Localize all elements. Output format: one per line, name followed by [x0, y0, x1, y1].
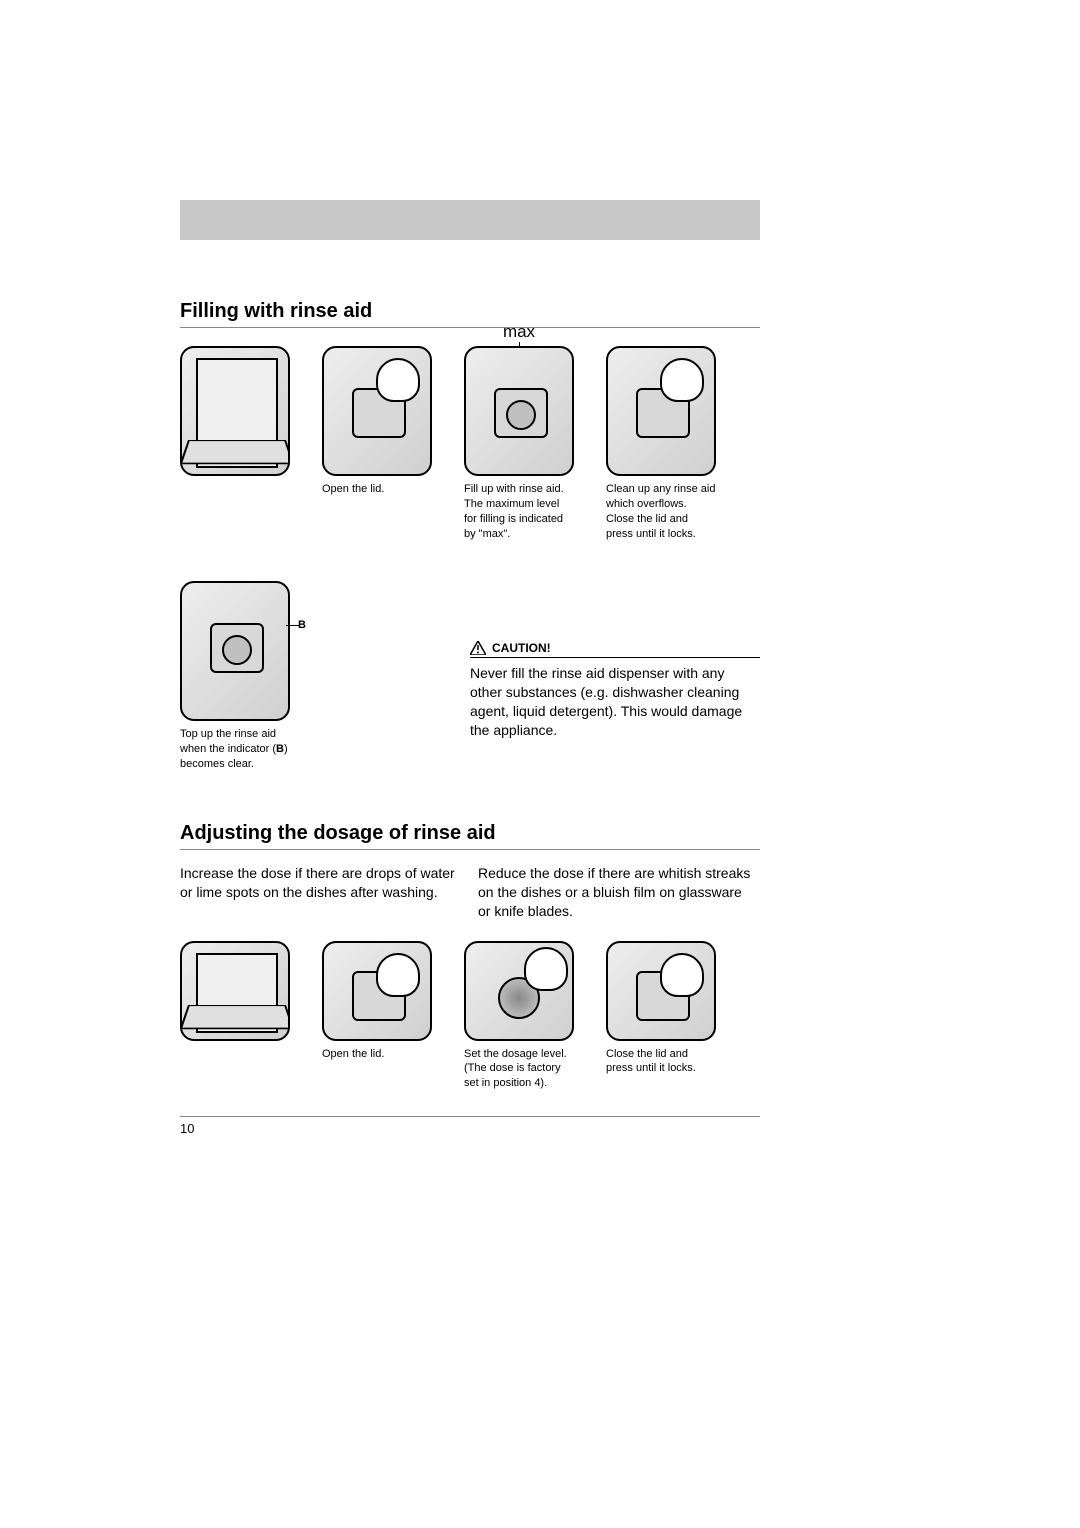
step2: Open the lid. — [322, 346, 432, 541]
step3-caption: Fill up with rinse aid. The maximum leve… — [464, 482, 574, 541]
max-label: max — [503, 322, 535, 342]
step4: Clean up any rinse aid which overflows. … — [606, 346, 716, 541]
adj-step1-illustration — [180, 941, 290, 1041]
step2-caption: Open the lid. — [322, 482, 432, 497]
adj-step2-illustration — [322, 941, 432, 1041]
caution-icon — [470, 641, 486, 655]
step4-caption: Clean up any rinse aid which overflows. … — [606, 482, 716, 541]
intro-increase: Increase the dose if there are drops of … — [180, 864, 460, 921]
adj-step1 — [180, 941, 290, 1092]
indicator-step: B Top up the rinse aid when the indicato… — [180, 581, 290, 772]
caution-label: CAUTION! — [492, 641, 551, 655]
adj-step4-caption: Close the lid and press until it locks. — [606, 1047, 716, 1077]
indicator-caption: Top up the rinse aid when the indicator … — [180, 727, 290, 772]
caution-text: Never fill the rinse aid dispenser with … — [470, 664, 760, 740]
indicator-caption-letter: B — [276, 743, 284, 755]
page-number: 10 — [180, 1116, 760, 1136]
indicator-illustration — [180, 581, 290, 721]
adj-step3-caption: Set the dosage level. (The dose is facto… — [464, 1047, 574, 1092]
filling-steps-row: Open the lid. max Fill up with rinse aid… — [180, 346, 760, 541]
section-filling-title: Filling with rinse aid — [180, 300, 760, 328]
adj-step3-illustration — [464, 941, 574, 1041]
step1-illustration — [180, 346, 290, 476]
step3: max Fill up with rinse aid. The maximum … — [464, 346, 574, 541]
caution-block: CAUTION! Never fill the rinse aid dispen… — [470, 641, 760, 740]
step3-illustration — [464, 346, 574, 476]
adj-step2: Open the lid. — [322, 941, 432, 1092]
indicator-b-label: B — [298, 619, 306, 631]
intro-reduce: Reduce the dose if there are whitish str… — [478, 864, 758, 921]
step1 — [180, 346, 290, 541]
adj-step4: Close the lid and press until it locks. — [606, 941, 716, 1092]
filling-followup-row: B Top up the rinse aid when the indicato… — [180, 581, 760, 772]
adj-step2-caption: Open the lid. — [322, 1047, 432, 1062]
step2-illustration — [322, 346, 432, 476]
adj-step4-illustration — [606, 941, 716, 1041]
adj-step3: Set the dosage level. (The dose is facto… — [464, 941, 574, 1092]
section-adjusting-title: Adjusting the dosage of rinse aid — [180, 822, 760, 850]
adjusting-intro-row: Increase the dose if there are drops of … — [180, 864, 760, 921]
header-bar — [180, 200, 760, 240]
step4-illustration — [606, 346, 716, 476]
caution-header: CAUTION! — [470, 641, 760, 658]
indicator-caption-prefix: Top up the rinse aid when the indicator … — [180, 728, 276, 755]
adjusting-steps-row: Open the lid. Set the dosage level. (The… — [180, 941, 760, 1092]
